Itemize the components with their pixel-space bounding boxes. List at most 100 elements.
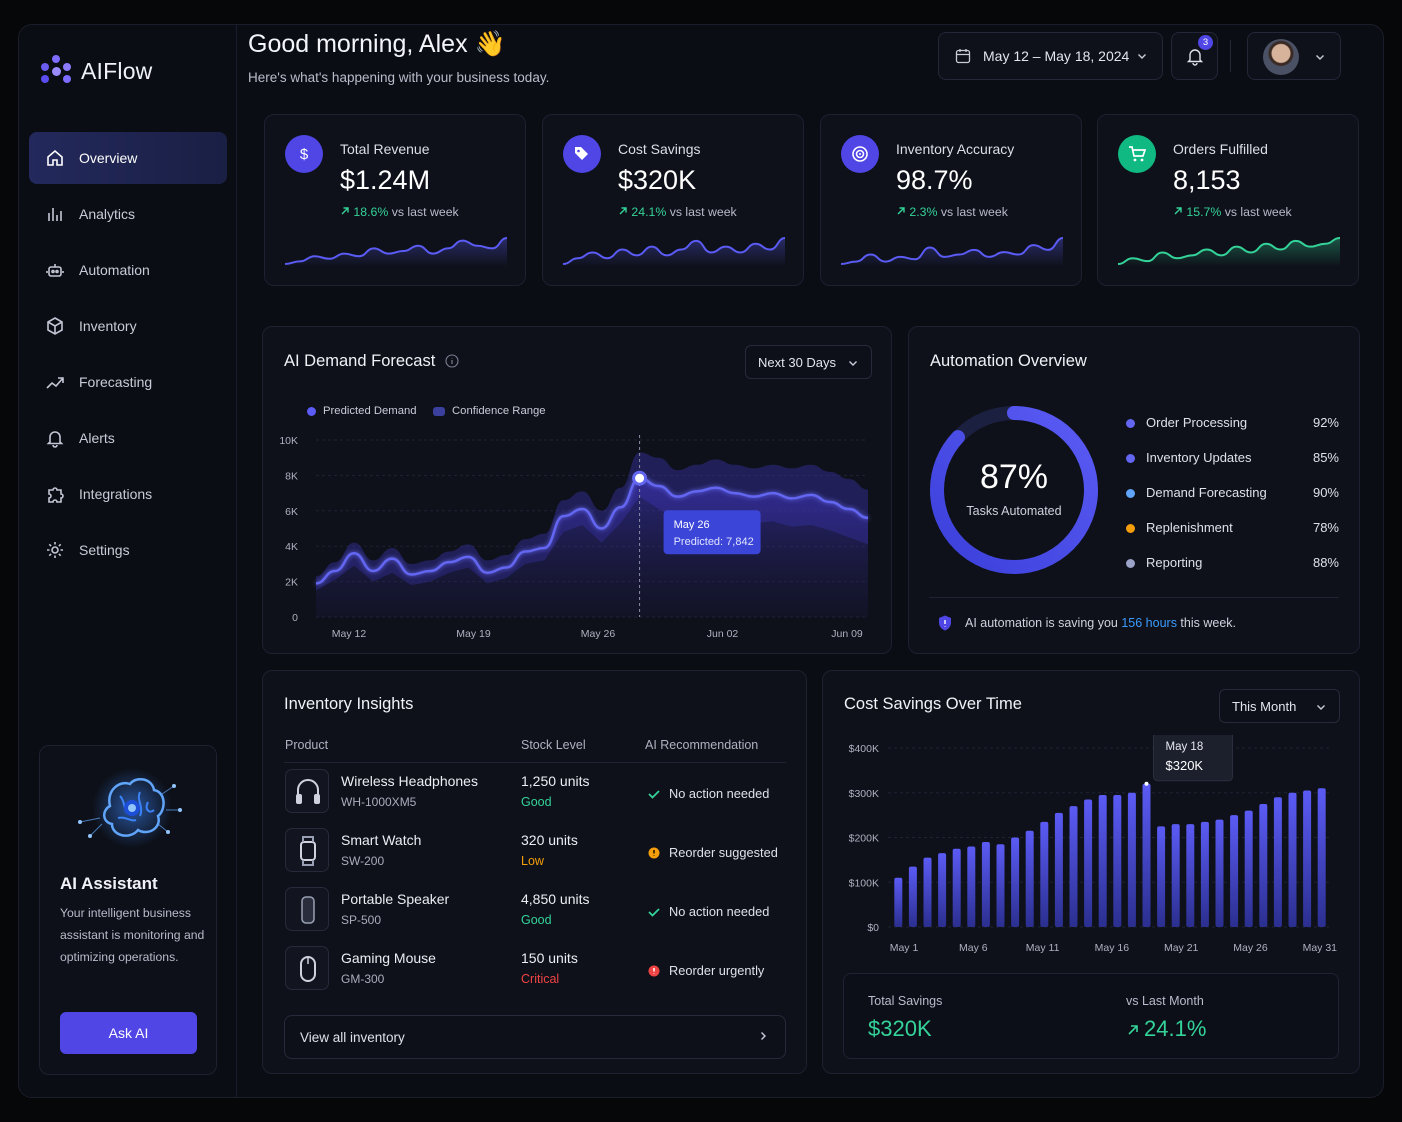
bar[interactable] xyxy=(938,853,947,927)
info-icon[interactable] xyxy=(445,354,459,368)
status-dot xyxy=(1126,419,1135,428)
recommendation-text: No action needed xyxy=(669,904,770,919)
recommendation-text: Reorder suggested xyxy=(669,845,778,860)
savings-range-label: This Month xyxy=(1232,698,1297,714)
tooltip-date: May 26 xyxy=(674,519,710,531)
automation-donut-chart xyxy=(930,406,1098,574)
ask-ai-button[interactable]: Ask AI xyxy=(60,1012,197,1054)
chevron-down-icon xyxy=(1317,705,1325,710)
y-tick-label: 8K xyxy=(285,470,298,482)
bar[interactable] xyxy=(1157,826,1166,927)
bar[interactable] xyxy=(1025,830,1034,927)
kpi-card-cost-savings[interactable]: Cost Savings $320K 24.1% vs last week xyxy=(542,114,804,286)
y-tick-label: $400K xyxy=(849,743,879,755)
bar[interactable] xyxy=(1186,824,1195,927)
sidebar-item-settings[interactable]: Settings xyxy=(29,524,227,576)
bar[interactable] xyxy=(1244,810,1253,927)
bar[interactable] xyxy=(1259,803,1268,927)
cart-icon xyxy=(1118,135,1156,173)
logo[interactable]: AIFlow xyxy=(39,55,153,87)
table-row[interactable]: Gaming Mouse GM-300 150 units Critical R… xyxy=(285,946,787,998)
bar[interactable] xyxy=(1215,819,1224,927)
sidebar-item-automation[interactable]: Automation xyxy=(29,244,227,296)
bar[interactable] xyxy=(1273,797,1282,927)
bar[interactable] xyxy=(923,857,932,927)
hours-saved-link[interactable]: 156 hours xyxy=(1121,616,1177,630)
ai-recommendation: Reorder urgently xyxy=(647,963,764,978)
bar[interactable] xyxy=(908,866,917,927)
kpi-card-orders-fulfilled[interactable]: Orders Fulfilled 8,153 15.7% vs last wee… xyxy=(1097,114,1359,286)
sidebar-item-analytics[interactable]: Analytics xyxy=(29,188,227,240)
sidebar-item-inventory[interactable]: Inventory xyxy=(29,300,227,352)
kpi-card-inventory-accuracy[interactable]: Inventory Accuracy 98.7% 2.3% vs last we… xyxy=(820,114,1082,286)
bar[interactable] xyxy=(1054,812,1063,927)
bar[interactable] xyxy=(894,877,903,927)
bar[interactable] xyxy=(1127,792,1136,927)
bar[interactable] xyxy=(1040,821,1049,927)
bar[interactable] xyxy=(1288,792,1297,927)
date-range-picker[interactable]: May 12 – May 18, 2024 xyxy=(938,32,1163,80)
bar[interactable] xyxy=(996,844,1005,927)
stock-status: Critical xyxy=(521,972,560,986)
sidebar-item-overview[interactable]: Overview xyxy=(29,132,227,184)
chevron-right-icon xyxy=(761,1032,766,1040)
table-row[interactable]: Portable Speaker SP-500 4,850 units Good… xyxy=(285,887,787,939)
bar[interactable] xyxy=(952,848,961,927)
bar[interactable] xyxy=(1113,794,1122,927)
profile-menu[interactable] xyxy=(1247,32,1341,80)
sidebar-item-integrations[interactable]: Integrations xyxy=(29,468,227,520)
sidebar-item-forecasting[interactable]: Forecasting xyxy=(29,356,227,408)
bar[interactable] xyxy=(1084,799,1093,927)
column-header-stock: Stock Level xyxy=(521,738,586,752)
x-tick-label: May 11 xyxy=(1026,942,1060,954)
legend-swatch xyxy=(433,406,445,416)
sidebar-item-alerts[interactable]: Alerts xyxy=(29,412,227,464)
kpi-card-total-revenue[interactable]: $ Total Revenue $1.24M 18.6% vs last wee… xyxy=(264,114,526,286)
note-text: AI automation is saving you xyxy=(965,616,1122,630)
forecast-range-select[interactable]: Next 30 Days xyxy=(745,345,872,379)
x-tick-label: May 16 xyxy=(1095,942,1130,954)
shield-icon xyxy=(939,615,951,631)
bar[interactable] xyxy=(1171,824,1180,927)
bar[interactable] xyxy=(1200,821,1209,927)
kpi-change: 2.3% vs last week xyxy=(896,205,1008,219)
bar[interactable] xyxy=(1098,794,1107,927)
automation-item-order-processing: Order Processing 92% xyxy=(1126,414,1339,434)
total-savings-value: $320K xyxy=(868,1016,932,1041)
notifications-button[interactable]: 3 xyxy=(1171,32,1218,80)
bar[interactable] xyxy=(1069,806,1078,927)
cost-savings-chart[interactable]: $0 $100K $200K $300K $400K May 18 $320K May 1 Ma… xyxy=(832,735,1348,960)
bar[interactable] xyxy=(1303,790,1312,927)
product-sku: GM-300 xyxy=(341,972,385,986)
automation-item-name: Reporting xyxy=(1146,555,1203,570)
bar[interactable] xyxy=(981,841,990,927)
kpi-change: 24.1% vs last week xyxy=(618,205,737,219)
bar[interactable] xyxy=(967,846,976,927)
bar[interactable] xyxy=(1011,837,1020,928)
product-thumbnail xyxy=(285,828,329,872)
header-divider xyxy=(1230,40,1231,72)
table-row[interactable]: Wireless Headphones WH-1000XM5 1,250 uni… xyxy=(285,769,787,821)
bar-marker xyxy=(1144,781,1149,786)
sidebar-nav: Overview Analytics Automation Inventory Fore… xyxy=(29,132,227,580)
savings-range-select[interactable]: This Month xyxy=(1219,689,1340,723)
kpi-value: 8,153 xyxy=(1173,165,1241,195)
vs-last-month-label: vs Last Month xyxy=(1126,994,1204,1008)
view-all-label: View all inventory xyxy=(300,1029,405,1045)
note-text: this week. xyxy=(1176,616,1237,630)
automation-item-percent: 78% xyxy=(1312,520,1339,535)
bar[interactable] xyxy=(1317,788,1326,927)
sparkline xyxy=(1118,237,1340,267)
warning-icon xyxy=(648,847,660,858)
demand-forecast-chart[interactable]: 0 2K 4K 6K 8K 10K May 26 Predicted: 7,842 May 12… xyxy=(270,425,882,650)
kpi-value: $1.24M xyxy=(340,165,431,195)
view-all-inventory-button[interactable]: View all inventory xyxy=(284,1015,786,1059)
table-row[interactable]: Smart Watch SW-200 320 units Low Reorder… xyxy=(285,828,787,880)
predicted-demand-line xyxy=(315,476,869,585)
y-tick-label: 10K xyxy=(279,435,298,447)
sidebar-item-label: Automation xyxy=(79,262,150,278)
bar[interactable] xyxy=(1230,815,1239,927)
calendar-icon xyxy=(955,49,971,64)
bar[interactable] xyxy=(1142,783,1151,927)
data-point-marker[interactable] xyxy=(632,470,648,486)
